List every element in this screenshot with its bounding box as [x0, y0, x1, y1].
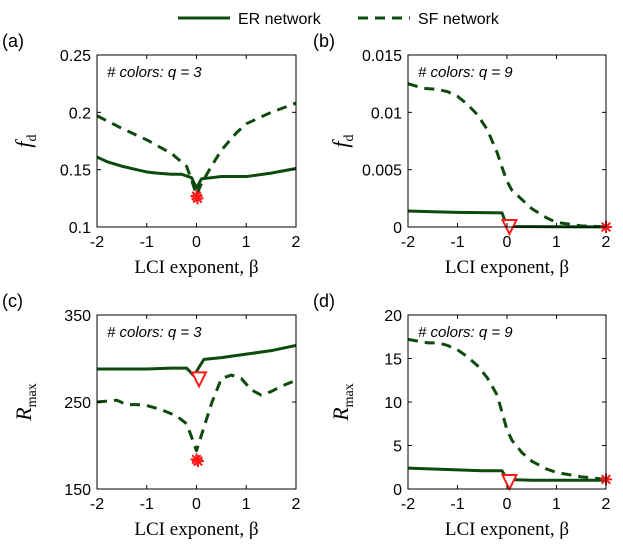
- y-axis-label-main: f: [11, 139, 36, 148]
- panel-annotation: # colors: q = 3: [107, 64, 202, 81]
- panel-annotation: # colors: q = 9: [418, 64, 513, 81]
- x-tick-label: -1: [450, 234, 464, 251]
- triangle-marker: [190, 371, 208, 389]
- panel-label: (c): [2, 291, 23, 311]
- x-tick-label: 1: [242, 496, 251, 513]
- star-marker: [191, 455, 204, 468]
- legend-sf-label: SF network: [418, 11, 500, 28]
- sf-series-line: [407, 337, 607, 481]
- panel-b: -2 -1 0 1 2 0 0.005 0.01 0.015 # colors: q = 9 (b)…: [313, 31, 612, 278]
- y-tick-label: 0: [393, 482, 402, 499]
- x-axis-label: LCI exponent, β: [134, 257, 258, 278]
- panel-c: -2 -1 0 1 2 150 250 350 # colors: q = 3 (c) LCI ex…: [2, 291, 301, 540]
- panel-label: (b): [313, 31, 335, 51]
- x-tick-label: -1: [450, 496, 464, 513]
- x-tick-label: 0: [192, 234, 201, 251]
- panel-annotation: # colors: q = 3: [107, 324, 202, 341]
- x-tick-label: -2: [401, 234, 415, 251]
- y-tick-label: 150: [64, 482, 91, 499]
- y-tick-label: 0.015: [362, 48, 402, 65]
- y-axis-label-sub: max: [25, 383, 40, 407]
- x-tick-label: -1: [140, 234, 154, 251]
- y-tick-label: 0.005: [362, 163, 402, 180]
- x-tick-label: 0: [503, 234, 512, 251]
- y-tick-label: 250: [64, 395, 91, 412]
- axes-frame: [407, 314, 607, 490]
- x-axis-label: LCI exponent, β: [445, 519, 569, 540]
- y-tick-label: 0.25: [60, 48, 91, 65]
- y-axis-label-main: f: [328, 139, 353, 148]
- x-tick-label: 1: [242, 234, 251, 251]
- panel-a: -2 -1 0 1 2 0.1 0.15 0.2 0.25 # colors: q = 3 (a) L…: [2, 31, 301, 278]
- panel-label: (d): [313, 291, 335, 311]
- x-tick-label: 2: [292, 496, 301, 513]
- x-tick-label: 0: [192, 496, 201, 513]
- y-axis-label-sub: d: [25, 134, 40, 141]
- y-tick-label: 10: [384, 395, 402, 412]
- y-tick-label: 15: [384, 352, 402, 369]
- y-tick-label: 0.1: [69, 220, 91, 237]
- star-marker: [191, 192, 204, 205]
- x-tick-label: -2: [401, 496, 415, 513]
- panel-label: (a): [2, 31, 24, 51]
- x-tick-label: 1: [552, 234, 561, 251]
- sf-series-line: [407, 82, 607, 229]
- x-axis-label: LCI exponent, β: [134, 519, 258, 540]
- y-tick-label: 350: [64, 308, 91, 325]
- y-axis-label: Rmax: [328, 383, 357, 422]
- triangle-marker: [500, 474, 519, 492]
- x-tick-label: 2: [292, 234, 301, 251]
- er-series-line: [97, 343, 297, 378]
- y-axis-label-main: R: [328, 407, 353, 422]
- y-tick-label: 20: [384, 308, 402, 325]
- er-series-line: [96, 155, 297, 190]
- y-axis-label-sub: d: [342, 134, 357, 141]
- panel-annotation: # colors: q = 9: [418, 324, 513, 341]
- y-tick-label: 0.01: [371, 105, 402, 122]
- y-tick-label: 5: [393, 439, 402, 456]
- x-tick-label: -1: [140, 496, 154, 513]
- sf-series-line: [96, 373, 297, 453]
- y-axis-label: fd: [328, 134, 357, 147]
- x-tick-label: -2: [90, 234, 104, 251]
- legend-er-label: ER network: [238, 11, 322, 28]
- y-tick-label: 0: [393, 220, 402, 237]
- x-tick-label: -2: [90, 496, 104, 513]
- x-tick-label: 2: [602, 234, 611, 251]
- x-tick-label: 2: [602, 496, 611, 513]
- sf-series-line: [96, 101, 297, 197]
- x-tick-label: 1: [552, 496, 561, 513]
- x-tick-label: 0: [503, 496, 512, 513]
- y-axis-label: Rmax: [11, 383, 40, 422]
- y-axis-label-main: R: [11, 407, 36, 422]
- y-axis-label: fd: [11, 134, 40, 147]
- x-axis-label: LCI exponent, β: [445, 257, 569, 278]
- legend: ER network SF network: [178, 11, 500, 28]
- y-tick-label: 0.2: [69, 105, 91, 122]
- y-axis-label-sub: max: [342, 383, 357, 407]
- y-tick-label: 0.15: [60, 163, 91, 180]
